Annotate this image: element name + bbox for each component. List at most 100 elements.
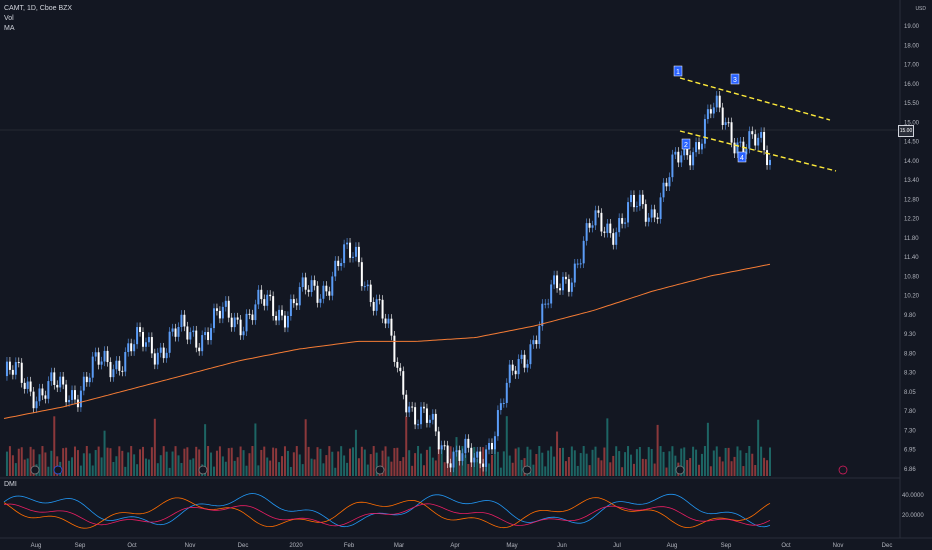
volume-bar [215, 450, 218, 476]
candle-body [757, 137, 760, 146]
volume-bar [65, 447, 68, 476]
candle-body [360, 262, 363, 287]
candle-body [144, 342, 147, 347]
volume-bar [44, 452, 47, 476]
candle-body [124, 351, 127, 372]
volume-bar [695, 449, 698, 476]
candle-body [405, 394, 408, 413]
price-tick-label: 6.95 [904, 448, 916, 454]
volume-bar [109, 448, 112, 476]
time-axis[interactable]: Aug Sep Oct Nov Dec 2020 Feb Mar Apr May Jun Jul Aug… [31, 543, 893, 549]
svg-text:4: 4 [740, 155, 744, 162]
volume-bar [248, 453, 251, 476]
candle-body [535, 340, 538, 345]
volume-bar [218, 446, 221, 476]
wave-label-2[interactable]: 2 [681, 138, 691, 150]
volume-bar [257, 465, 260, 476]
volume-bar [428, 446, 431, 476]
candle-body [195, 330, 198, 348]
price-tick-label: 9.80 [904, 313, 916, 319]
volume-bar [496, 451, 499, 476]
volume-bar [576, 465, 579, 476]
candle-body [260, 289, 263, 300]
candle-body [165, 352, 168, 359]
volume-bar [547, 450, 550, 476]
dmi-minus-line [3, 497, 771, 529]
volume-bar [493, 446, 496, 476]
candle-body [712, 107, 715, 114]
candle-body [411, 406, 414, 408]
volume-bar [745, 452, 748, 476]
volume-bar [748, 446, 751, 476]
candle-body [239, 319, 242, 336]
volume-bar [301, 464, 304, 476]
dmi-plus-line [3, 493, 771, 528]
candle-body [192, 330, 195, 333]
candle-body [692, 152, 695, 166]
candle-body [304, 277, 307, 290]
ma-line [3, 263, 771, 419]
price-tick-label: 10.20 [904, 294, 920, 300]
candle-body [428, 419, 431, 423]
ma-label[interactable]: MA [4, 25, 15, 32]
volume-bar [127, 452, 130, 476]
event-markers[interactable] [30, 465, 848, 475]
candle-body [754, 134, 757, 146]
candle-body [301, 277, 304, 288]
price-tick-label: 12.80 [904, 197, 920, 203]
candle-body [79, 390, 82, 408]
volume-bar [286, 450, 289, 476]
volume-bar [204, 424, 207, 476]
volume-bar [292, 452, 295, 476]
candle-body [340, 263, 343, 267]
price-tick-label: 13.40 [904, 178, 920, 184]
volume-bar [641, 458, 644, 476]
candle-body [183, 314, 186, 327]
vol-label[interactable]: Vol [4, 15, 14, 22]
candle-body [254, 304, 257, 321]
volume-bar [668, 451, 671, 476]
candle-body [65, 384, 68, 403]
candle-body [520, 354, 523, 360]
volume-bar [150, 447, 153, 476]
volume-bar [514, 448, 517, 476]
candle-body [295, 303, 298, 306]
volume-bar [91, 465, 94, 476]
candle-body [449, 463, 452, 468]
wave-label-3[interactable]: 3 [730, 73, 740, 85]
volume-bar [322, 463, 325, 476]
volume-bar [8, 446, 11, 476]
price-axis[interactable]: 19.00 18.00 17.00 16.00 15.50 15.00 14.50 14.00… [904, 24, 920, 473]
candle-body [14, 362, 17, 375]
volume-bar [553, 456, 556, 476]
wave-label-1[interactable]: 1 [673, 65, 683, 77]
svg-text:3: 3 [733, 77, 737, 84]
volume-bar [689, 458, 692, 476]
volume-bar [739, 450, 742, 476]
volume-bar [133, 454, 136, 476]
dmi-axis: 40.0000 20.0000 [902, 493, 924, 519]
volume-bar [600, 460, 603, 476]
symbol-label[interactable]: CAMT, 1D, Cboe BZX [4, 5, 73, 12]
volume-bar [712, 450, 715, 476]
candle-body [618, 218, 621, 233]
volume-bar [71, 457, 74, 476]
candle-body [133, 344, 136, 352]
candle-body [470, 447, 473, 463]
candle-body [461, 453, 464, 461]
candle-body [476, 451, 479, 458]
dmi-label[interactable]: DMI [4, 481, 17, 488]
candle-body [650, 209, 653, 218]
time-tick-label: Jun [557, 543, 567, 549]
volume-bar [85, 446, 88, 476]
candle-body [325, 285, 328, 292]
wave-label-4[interactable]: 4 [737, 151, 747, 163]
candle-body [162, 347, 165, 359]
candle-body [505, 382, 508, 403]
candle-body [171, 328, 174, 332]
volume-bar [399, 460, 402, 476]
volume-bar [396, 447, 399, 476]
volume-bar [337, 451, 340, 476]
candle-body [632, 194, 635, 208]
